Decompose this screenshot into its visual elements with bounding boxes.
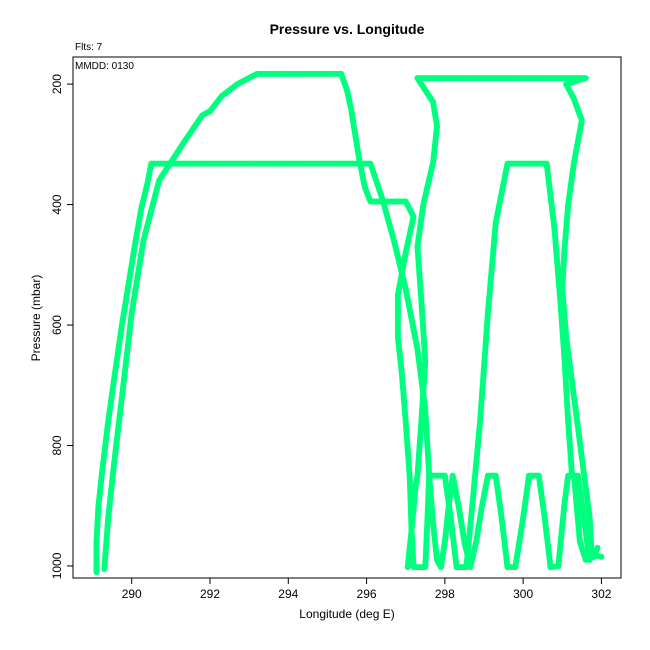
y-axis-label: Pressure (mbar)	[29, 275, 43, 362]
x-tick-label: 292	[200, 587, 220, 601]
x-axis-label: Longitude (deg E)	[299, 607, 394, 621]
y-tick-label: 800	[50, 435, 64, 455]
y-axis: 200 400 600 800 1000	[50, 74, 73, 579]
data-points	[93, 70, 605, 575]
flights-annotation: Flts: 7	[75, 42, 103, 53]
y-tick-label: 200	[50, 74, 64, 94]
y-tick-label: 1000	[50, 552, 64, 579]
data-point	[586, 556, 593, 563]
date-annotation: MMDD: 0130	[75, 61, 134, 72]
x-tick-label: 296	[357, 587, 377, 601]
data-point	[598, 553, 605, 560]
x-tick-label: 302	[591, 587, 611, 601]
plot-frame	[72, 56, 622, 579]
y-tick-label: 400	[50, 194, 64, 214]
x-tick-label: 300	[513, 587, 533, 601]
y-tick-label: 600	[50, 315, 64, 335]
x-tick-label: 298	[435, 587, 455, 601]
x-tick-label: 290	[122, 587, 142, 601]
data-point	[594, 544, 601, 551]
x-tick-label: 294	[278, 587, 298, 601]
chart-title: Pressure vs. Longitude	[270, 21, 425, 37]
x-axis: 290 292 294 296 298 300 302	[122, 578, 612, 601]
